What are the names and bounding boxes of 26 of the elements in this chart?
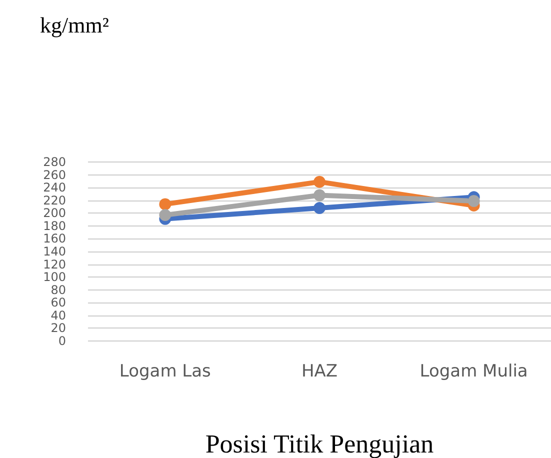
y-tick-label: 100 <box>43 270 66 284</box>
y-tick-label: 220 <box>43 193 66 208</box>
y-tick-label: 260 <box>43 168 66 182</box>
x-axis-title: Posisi Titik Pengujian <box>205 430 434 458</box>
y-tick-label: 60 <box>50 296 66 310</box>
y-tick-label: 140 <box>43 244 66 258</box>
text: kg/mm² <box>40 12 110 38</box>
y-tick-label: 20 <box>50 321 66 336</box>
y-tick-label: 0 <box>58 334 66 348</box>
point <box>159 209 172 222</box>
x-tick-label: Logam Las <box>119 362 212 382</box>
x-tick-label: Logam Mulia <box>420 362 528 382</box>
point <box>159 198 172 210</box>
y-tick-label: 200 <box>43 206 66 220</box>
y-tick-label: 180 <box>43 218 66 233</box>
y-tick-label: 40 <box>50 308 66 322</box>
y-tick-label: 280 <box>43 155 66 169</box>
point <box>314 189 326 202</box>
y-tick-label: 160 <box>43 232 66 246</box>
x-tick-label: HAZ <box>301 362 338 382</box>
point <box>468 195 480 207</box>
point <box>314 176 326 188</box>
y-tick-label: 240 <box>43 180 66 195</box>
y-tick-label: 120 <box>43 257 66 272</box>
y-tick-label: 80 <box>50 282 66 297</box>
point <box>314 202 326 214</box>
